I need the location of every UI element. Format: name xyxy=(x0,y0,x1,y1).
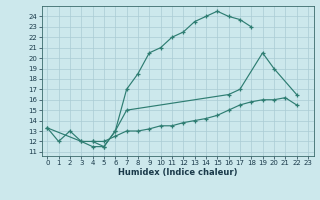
X-axis label: Humidex (Indice chaleur): Humidex (Indice chaleur) xyxy=(118,168,237,177)
